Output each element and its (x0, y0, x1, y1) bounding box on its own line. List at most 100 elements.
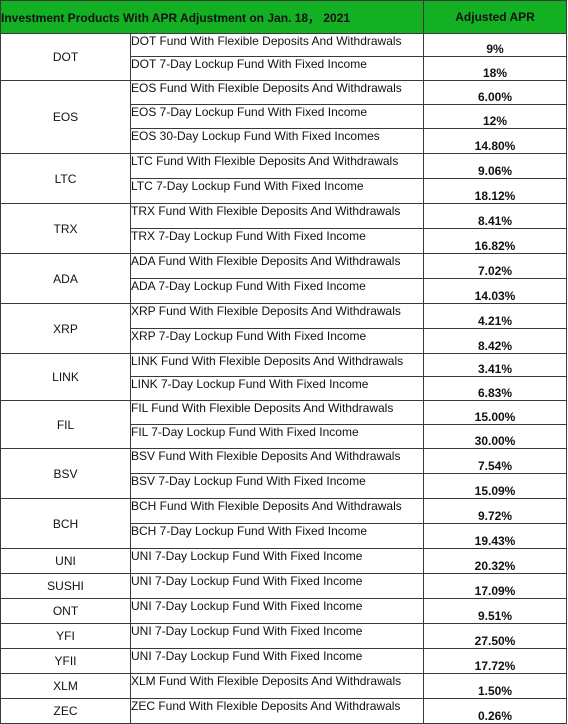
apr-column-header: Adjusted APR (423, 0, 568, 34)
token-cell: ONT (0, 598, 131, 624)
apr-cell: 7.02% (423, 253, 568, 279)
product-cell: UNI 7-Day Lockup Fund With Fixed Income (129, 573, 425, 599)
product-cell: LTC 7-Day Lockup Fund With Fixed Income (129, 178, 425, 204)
table-row: BSV BSV Fund With Flexible Deposits And W… (0, 448, 568, 499)
table-row: SUSHI UNI 7-Day Lockup Fund With Fixed In… (0, 573, 568, 599)
product-cell: BSV Fund With Flexible Deposits And With… (129, 448, 425, 474)
table-row: TRX TRX Fund With Flexible Deposits And W… (0, 203, 568, 254)
apr-cell: 19.43% (423, 523, 568, 549)
apr-cell: 3.41% (423, 353, 568, 377)
product-cell: ADA Fund With Flexible Deposits And With… (129, 253, 425, 279)
apr-cell: 15.00% (423, 400, 568, 425)
token-cell: DOT (0, 33, 131, 81)
token-cell: ADA (0, 253, 131, 304)
token-cell: EOS (0, 80, 131, 154)
apr-cell: 6.83% (423, 376, 568, 401)
apr-cell: 1.50% (423, 673, 568, 699)
token-cell: YFII (0, 648, 131, 674)
header-row: Investment Products With APR Adjustment … (0, 0, 568, 34)
token-cell: TRX (0, 203, 131, 254)
token-cell: SUSHI (0, 573, 131, 599)
apr-cell: 7.54% (423, 448, 568, 474)
table-row: YFII UNI 7-Day Lockup Fund With Fixed Inc… (0, 648, 568, 674)
table-row: LTC 7-Day Lockup Fund With Fixed Income 1… (1, 178, 568, 204)
table-row: XRP 7-Day Lockup Fund With Fixed Income 8… (1, 328, 568, 354)
apr-cell: 4.21% (423, 303, 568, 329)
product-cell: FIL 7-Day Lockup Fund With Fixed Income (129, 424, 425, 449)
table-row: DOT 7-Day Lockup Fund With Fixed Income 1… (1, 56, 568, 81)
table-row: FIL 7-Day Lockup Fund With Fixed Income 3… (1, 424, 568, 449)
table-row: BCH 7-Day Lockup Fund With Fixed Income 1… (1, 523, 568, 549)
product-cell: UNI 7-Day Lockup Fund With Fixed Income (129, 598, 425, 624)
product-cell: UNI 7-Day Lockup Fund With Fixed Income (129, 623, 425, 649)
product-cell: EOS 30-Day Lockup Fund With Fixed Income… (129, 128, 425, 154)
table-row: EOS 30-Day Lockup Fund With Fixed Income… (1, 128, 568, 154)
token-cell: BCH (0, 498, 131, 549)
table-title: Investment Products With APR Adjustment … (0, 0, 425, 34)
apr-cell: 14.03% (423, 278, 568, 304)
table-body: DOT DOT Fund With Flexible Deposits And W… (0, 33, 568, 724)
table-row: BSV 7-Day Lockup Fund With Fixed Income 1… (1, 473, 568, 499)
product-cell: LINK Fund With Flexible Deposits And Wit… (129, 353, 425, 377)
product-cell: DOT Fund With Flexible Deposits And With… (129, 33, 425, 57)
table-row: EOS EOS Fund With Flexible Deposits And W… (0, 80, 568, 154)
apr-cell: 9.72% (423, 498, 568, 524)
apr-cell: 12% (423, 104, 568, 129)
apr-cell: 30.00% (423, 424, 568, 449)
table-row: ZEC ZEC Fund With Flexible Deposits And W… (0, 698, 568, 724)
apr-cell: 17.09% (423, 573, 568, 599)
table-row: XLM XLM Fund With Flexible Deposits And W… (0, 673, 568, 699)
table-row: TRX 7-Day Lockup Fund With Fixed Income 1… (1, 228, 568, 254)
product-cell: XRP 7-Day Lockup Fund With Fixed Income (129, 328, 425, 354)
product-cell: DOT 7-Day Lockup Fund With Fixed Income (129, 56, 425, 81)
product-cell: LINK 7-Day Lockup Fund With Fixed Income (129, 376, 425, 401)
table-row: YFI UNI 7-Day Lockup Fund With Fixed Inco… (0, 623, 568, 649)
apr-cell: 18% (423, 56, 568, 81)
product-cell: EOS 7-Day Lockup Fund With Fixed Income (129, 104, 425, 129)
token-cell: BSV (0, 448, 131, 499)
product-cell: XLM Fund With Flexible Deposits And With… (129, 673, 425, 699)
apr-cell: 8.42% (423, 328, 568, 354)
apr-cell: 0.26% (423, 698, 568, 724)
token-cell: XLM (0, 673, 131, 699)
table-row: LTC LTC Fund With Flexible Deposits And W… (0, 153, 568, 204)
apr-cell: 8.41% (423, 203, 568, 229)
product-cell: UNI 7-Day Lockup Fund With Fixed Income (129, 548, 425, 574)
token-cell: FIL (0, 400, 131, 449)
apr-cell: 17.72% (423, 648, 568, 674)
table-row: ADA ADA Fund With Flexible Deposits And W… (0, 253, 568, 304)
token-cell: XRP (0, 303, 131, 354)
product-cell: TRX 7-Day Lockup Fund With Fixed Income (129, 228, 425, 254)
token-cell: UNI (0, 548, 131, 574)
table-row: FIL FIL Fund With Flexible Deposits And W… (0, 400, 568, 449)
product-cell: EOS Fund With Flexible Deposits And With… (129, 80, 425, 105)
token-cell: YFI (0, 623, 131, 649)
table-row: BCH BCH Fund With Flexible Deposits And W… (0, 498, 568, 549)
apr-cell: 9.06% (423, 153, 568, 179)
token-cell: LINK (0, 353, 131, 401)
product-cell: BSV 7-Day Lockup Fund With Fixed Income (129, 473, 425, 499)
table-row: XRP XRP Fund With Flexible Deposits And W… (0, 303, 568, 354)
apr-cell: 16.82% (423, 228, 568, 254)
apr-cell: 27.50% (423, 623, 568, 649)
product-cell: BCH Fund With Flexible Deposits And With… (129, 498, 425, 524)
apr-cell: 9.51% (423, 598, 568, 624)
product-cell: ADA 7-Day Lockup Fund With Fixed Income (129, 278, 425, 304)
token-cell: ZEC (0, 698, 131, 724)
token-cell: LTC (0, 153, 131, 204)
table-row: ADA 7-Day Lockup Fund With Fixed Income 1… (1, 278, 568, 304)
apr-cell: 6.00% (423, 80, 568, 105)
product-cell: LTC Fund With Flexible Deposits And With… (129, 153, 425, 179)
table-row: DOT DOT Fund With Flexible Deposits And W… (0, 33, 568, 81)
table-row: LINK LINK Fund With Flexible Deposits And… (0, 353, 568, 401)
apr-cell: 18.12% (423, 178, 568, 204)
table-row: UNI UNI 7-Day Lockup Fund With Fixed Inco… (0, 548, 568, 574)
apr-cell: 20.32% (423, 548, 568, 574)
product-cell: XRP Fund With Flexible Deposits And With… (129, 303, 425, 329)
product-cell: FIL Fund With Flexible Deposits And With… (129, 400, 425, 425)
apr-cell: 9% (423, 33, 568, 57)
apr-cell: 15.09% (423, 473, 568, 499)
product-cell: ZEC Fund With Flexible Deposits And With… (129, 698, 425, 724)
table-row: LINK 7-Day Lockup Fund With Fixed Income… (1, 376, 568, 401)
